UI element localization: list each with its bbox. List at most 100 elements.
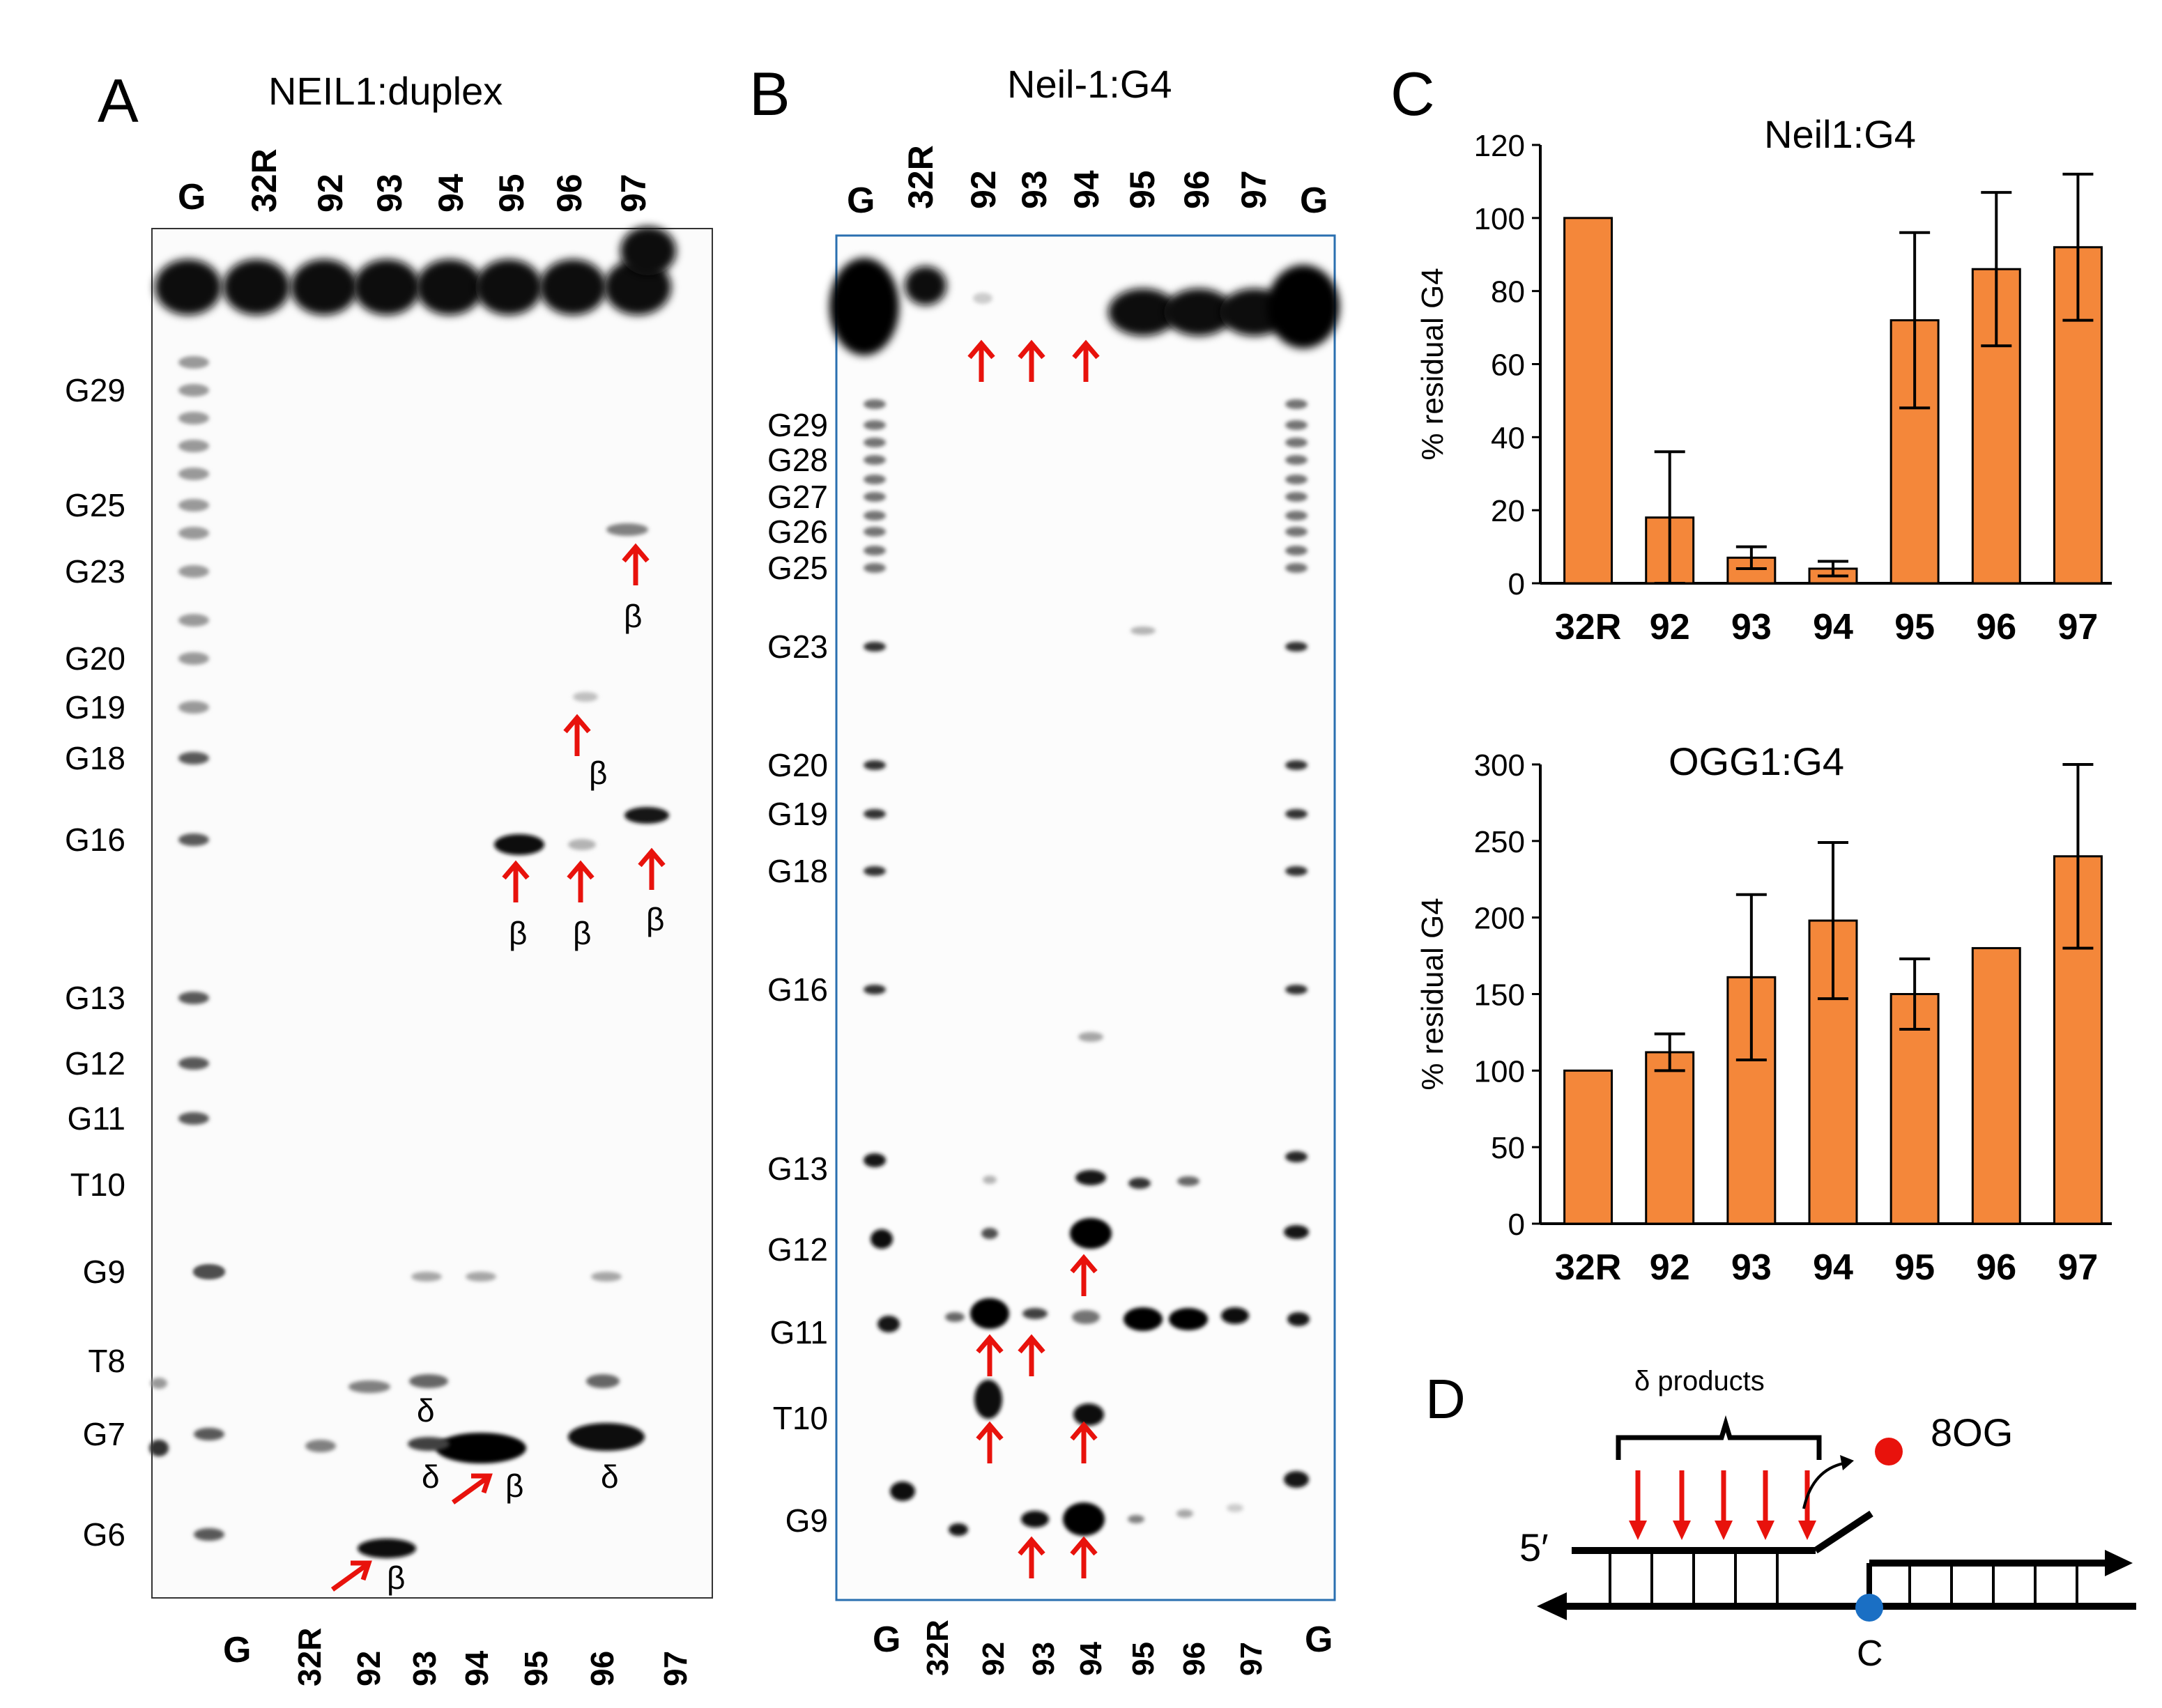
gel-band — [1070, 1218, 1112, 1249]
gel-band — [411, 1272, 442, 1282]
gel-band — [1022, 1308, 1048, 1319]
flip-arrow — [1802, 1462, 1844, 1509]
panel-a-top-lane-32R: 32R — [245, 148, 284, 213]
panel-a-letter: A — [98, 66, 139, 135]
panel-b-bottom-lane-97: 97 — [1234, 1642, 1268, 1676]
beta-symbol: β — [387, 1560, 405, 1596]
gel-band — [1285, 642, 1308, 652]
beta-symbol: β — [624, 598, 642, 634]
panel-b-top-lane-93: 93 — [1015, 170, 1054, 209]
gel-band — [1169, 1308, 1208, 1330]
gel-band — [1267, 265, 1340, 348]
gel-band — [864, 475, 886, 484]
gel-band — [829, 258, 899, 355]
gel-band — [1284, 1471, 1309, 1488]
x-tick-label-95: 95 — [1894, 1247, 1935, 1288]
gel-band — [905, 266, 946, 305]
red-arrow — [451, 1473, 493, 1505]
gel-band — [1128, 1178, 1151, 1189]
bar-32R — [1563, 1069, 1613, 1225]
red-arrow — [502, 860, 530, 902]
y-tick-label: 300 — [1474, 748, 1525, 783]
panel-b-bottom-lane-96: 96 — [1177, 1642, 1211, 1676]
y-tick-label: 250 — [1474, 825, 1525, 859]
gel-band — [949, 1523, 968, 1536]
delta-symbol: δ — [417, 1392, 435, 1429]
panel-b-bottom-lane-32R: 32R — [921, 1619, 955, 1676]
delta-products-label: δ products — [1634, 1366, 1765, 1397]
gel-band — [1285, 985, 1308, 994]
y-tick-label: 200 — [1474, 902, 1525, 936]
gel-band — [416, 259, 483, 315]
gel-band — [864, 642, 886, 652]
gel-band — [436, 1433, 526, 1463]
gel-band — [1177, 1176, 1199, 1186]
gel-band — [1285, 438, 1308, 447]
y-axis-label: % residual G4 — [1416, 268, 1450, 460]
gel-band — [151, 1378, 167, 1389]
gel-band — [1285, 1151, 1308, 1162]
panel-b-bottom-lane-95: 95 — [1126, 1642, 1160, 1676]
red-down-arrow — [1715, 1470, 1733, 1540]
gel-band — [291, 259, 358, 315]
gel-band — [178, 565, 209, 578]
panel-a-top-lane-97: 97 — [614, 174, 653, 213]
top-strand-flap — [1814, 1510, 1873, 1554]
panel-a-bottom-lane-g: G — [223, 1630, 251, 1670]
red-arrow — [563, 714, 591, 756]
panel-a-band-label-G18: G18 — [65, 740, 125, 776]
gel-band — [1285, 809, 1308, 819]
panel-a-bottom-lane-96: 96 — [584, 1651, 620, 1686]
gel-band — [864, 399, 886, 409]
panel-b-band-label-T10: T10 — [773, 1400, 828, 1436]
panel-b-band-label-G20: G20 — [767, 747, 828, 783]
panel-a-arrows — [330, 543, 666, 1592]
red-arrow — [1070, 1254, 1098, 1296]
panel-a-band-label-T10: T10 — [70, 1167, 125, 1203]
gel-band — [194, 1528, 224, 1541]
panel-b-top-lane-92: 92 — [964, 170, 1003, 209]
y-tick-label: 120 — [1474, 129, 1525, 163]
delta-product-arrows — [1629, 1470, 1816, 1540]
gel-band — [475, 259, 542, 315]
panel-b-band-label-G27: G27 — [767, 479, 828, 515]
panel-a-gel — [151, 228, 713, 1599]
gel-band — [223, 259, 290, 315]
x-tick-label-32R: 32R — [1555, 1247, 1621, 1288]
panel-a-band-label-G25: G25 — [65, 487, 125, 523]
gel-band — [178, 1057, 209, 1070]
panel-a-top-lane-g: G — [178, 177, 206, 217]
gel-band — [1285, 399, 1308, 409]
gel-band — [1285, 527, 1308, 537]
panel-a-band-label-G6: G6 — [83, 1516, 125, 1553]
y-tick-label: 50 — [1491, 1131, 1525, 1165]
red-arrow — [976, 1334, 1004, 1376]
gel-band — [1285, 492, 1308, 502]
y-tick-label: 0 — [1508, 1208, 1525, 1242]
panel-b-top-lane-g: G — [847, 180, 875, 221]
gel-band — [970, 1298, 1009, 1329]
gel-band — [871, 1229, 893, 1249]
panel-b-band-label-G29: G29 — [767, 407, 828, 443]
panel-c-letter: C — [1390, 59, 1435, 128]
panel-a-band-label-G7: G7 — [83, 1416, 125, 1452]
gel-band — [178, 992, 209, 1004]
gel-band — [408, 1437, 450, 1451]
panel-b-bottom-lane-93: 93 — [1027, 1642, 1061, 1676]
gel-band — [606, 523, 648, 536]
panel-b-top-lane-32R: 32R — [901, 145, 940, 209]
y-tick-label: 0 — [1508, 567, 1525, 601]
panel-a: A NEIL1:duplex G 32R 92 93 94 95 96 97 G29G25G2… — [65, 66, 713, 1686]
panel-b-top-lane-95: 95 — [1123, 170, 1162, 209]
gel-band — [864, 511, 886, 521]
red-down-arrow — [1756, 1470, 1774, 1540]
panel-b-gel — [835, 234, 1336, 1601]
gel-band — [1285, 563, 1308, 573]
panel-a-bottom-lane-97: 97 — [657, 1651, 693, 1686]
five-prime-label: 5′ — [1519, 1525, 1549, 1569]
y-axis-label: % residual G4 — [1416, 898, 1450, 1090]
y-tick-label: 150 — [1474, 978, 1525, 1013]
gel-band — [358, 1539, 416, 1558]
cytosine-label: C — [1857, 1633, 1883, 1674]
